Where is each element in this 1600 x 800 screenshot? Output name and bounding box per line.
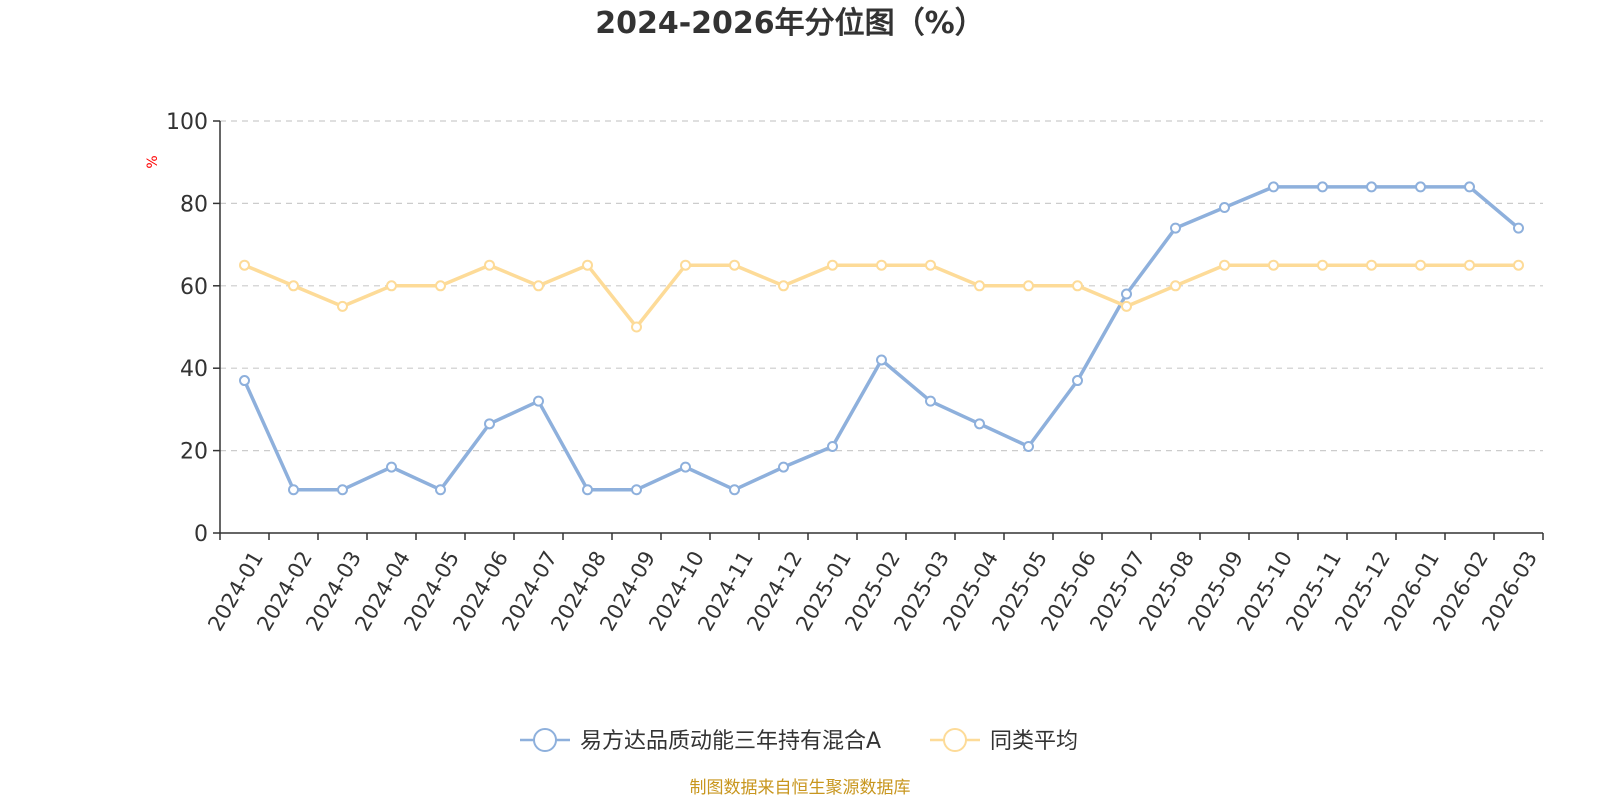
y-axis-label: %: [145, 155, 161, 168]
data-point[interactable]: [827, 259, 838, 271]
data-point[interactable]: [1464, 259, 1475, 271]
data-point[interactable]: [288, 484, 299, 496]
data-point[interactable]: [1219, 259, 1230, 271]
data-point[interactable]: [680, 259, 691, 271]
series-line: [243, 263, 1519, 329]
data-point[interactable]: [974, 418, 985, 430]
data-point[interactable]: [1072, 375, 1083, 387]
y-tick-label: 60: [180, 275, 208, 300]
data-point[interactable]: [925, 259, 936, 271]
data-point[interactable]: [1415, 181, 1426, 193]
data-point[interactable]: [876, 259, 887, 271]
data-point[interactable]: [288, 280, 299, 292]
data-point[interactable]: [778, 461, 789, 473]
data-point[interactable]: [974, 280, 985, 292]
data-point[interactable]: [680, 461, 691, 473]
data-point[interactable]: [1513, 259, 1524, 271]
data-point[interactable]: [533, 395, 544, 407]
legend-marker-icon: [943, 728, 967, 752]
data-point[interactable]: [1317, 181, 1328, 193]
legend-label: 同类平均: [990, 729, 1078, 754]
legend-label: 易方达品质动能三年持有混合A: [580, 729, 881, 754]
legend-item-1[interactable]: 同类平均: [930, 728, 1078, 754]
data-point[interactable]: [533, 280, 544, 292]
series-line: [242, 185, 1520, 492]
data-point[interactable]: [729, 259, 740, 271]
data-point[interactable]: [1268, 259, 1279, 271]
data-point[interactable]: [337, 484, 348, 496]
data-source-note: 制图数据来自恒生聚源数据库: [690, 778, 911, 798]
data-point[interactable]: [239, 259, 250, 271]
legend-marker-icon: [533, 728, 557, 752]
data-point[interactable]: [1023, 280, 1034, 292]
y-tick-label: 20: [180, 440, 208, 465]
data-point[interactable]: [1023, 440, 1034, 452]
data-point[interactable]: [1366, 181, 1377, 193]
data-point[interactable]: [1317, 259, 1328, 271]
legend-item-0[interactable]: 易方达品质动能三年持有混合A: [520, 728, 881, 754]
data-point[interactable]: [631, 484, 642, 496]
y-tick-label: 40: [180, 357, 208, 382]
y-tick-label: 0: [194, 522, 208, 547]
data-point[interactable]: [1170, 222, 1181, 234]
data-point[interactable]: [435, 484, 446, 496]
data-point[interactable]: [435, 280, 446, 292]
chart-title: 2024-2026年分位图（%）: [595, 6, 985, 41]
data-point[interactable]: [1415, 259, 1426, 271]
data-point[interactable]: [1366, 259, 1377, 271]
data-point[interactable]: [876, 354, 887, 366]
data-point[interactable]: [582, 259, 593, 271]
data-point[interactable]: [239, 375, 250, 387]
data-point[interactable]: [729, 484, 740, 496]
legend: 易方达品质动能三年持有混合A 同类平均: [520, 728, 1078, 754]
data-point[interactable]: [337, 300, 348, 312]
data-point[interactable]: [1268, 181, 1279, 193]
series-0: [239, 181, 1524, 496]
data-point[interactable]: [582, 484, 593, 496]
data-point[interactable]: [827, 440, 838, 452]
data-point[interactable]: [1072, 280, 1083, 292]
data-point[interactable]: [484, 259, 495, 271]
data-point[interactable]: [386, 280, 397, 292]
series-1: [239, 259, 1524, 333]
data-point[interactable]: [1464, 181, 1475, 193]
data-point[interactable]: [1513, 222, 1524, 234]
axes: 0204060801002024-012024-022024-032024-04…: [166, 110, 1544, 635]
data-point[interactable]: [484, 418, 495, 430]
data-point[interactable]: [925, 395, 936, 407]
data-point[interactable]: [1121, 300, 1132, 312]
data-point[interactable]: [1121, 288, 1132, 300]
data-point[interactable]: [778, 280, 789, 292]
data-point[interactable]: [1219, 202, 1230, 214]
y-tick-label: 80: [180, 192, 208, 217]
data-point[interactable]: [631, 321, 642, 333]
data-point[interactable]: [1170, 280, 1181, 292]
data-point[interactable]: [386, 461, 397, 473]
y-tick-label: 100: [166, 110, 208, 135]
series-layer: [239, 181, 1524, 496]
